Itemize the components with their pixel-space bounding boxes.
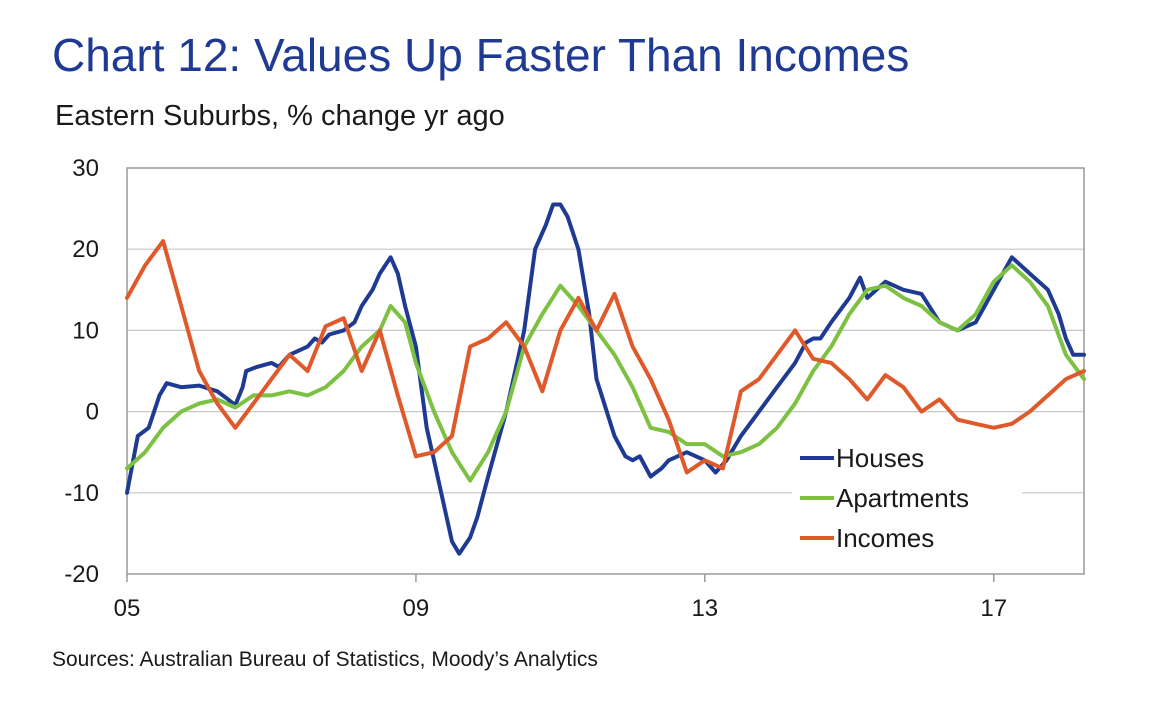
x-tick-label: 09 xyxy=(403,595,430,622)
x-tick-label: 17 xyxy=(980,595,1007,622)
y-tick-label: 0 xyxy=(86,399,99,426)
y-axis-ticks: 30 20 10 0 -10 -20 xyxy=(64,155,99,588)
x-tick-label: 13 xyxy=(691,595,718,622)
y-tick-label: 10 xyxy=(72,317,99,344)
series-line-houses xyxy=(125,202,1086,556)
y-tick-label: 20 xyxy=(72,236,99,263)
y-tick-label: -20 xyxy=(64,561,99,588)
y-tick-label: 30 xyxy=(72,155,99,182)
legend-label-houses: Houses xyxy=(836,443,924,473)
legend-label-apartments: Apartments xyxy=(836,483,969,513)
chart-subtitle: Eastern Suburbs, % change yr ago xyxy=(55,100,505,132)
x-axis-ticks: 05 09 13 17 xyxy=(114,574,1007,622)
legend: Houses Apartments Incomes xyxy=(792,434,1022,560)
series-lines xyxy=(125,202,1086,556)
x-tick-label: 05 xyxy=(114,595,141,622)
legend-label-incomes: Incomes xyxy=(836,523,934,553)
series-line-incomes xyxy=(125,239,1086,475)
chart-title: Chart 12: Values Up Faster Than Incomes xyxy=(52,29,910,81)
y-tick-label: -10 xyxy=(64,480,99,507)
source-note: Sources: Australian Bureau of Statistics… xyxy=(52,648,598,671)
